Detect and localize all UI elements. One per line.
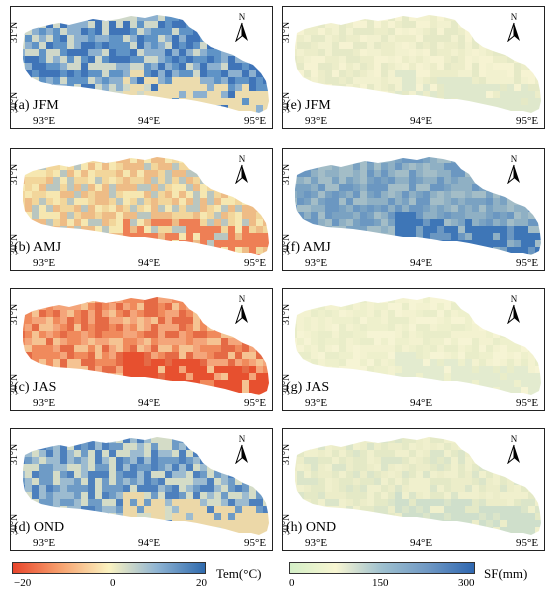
snowfall-colorbar bbox=[289, 562, 475, 574]
panel-label: (f) AMJ bbox=[286, 240, 331, 255]
x-tick-label: 95°E bbox=[516, 397, 539, 409]
x-tick-label: 95°E bbox=[244, 537, 267, 549]
map-panel-tem-ond: N 93°E 94°E 95°E (d) OND 31°N 30°N bbox=[10, 428, 273, 551]
panel-label: (d) OND bbox=[14, 520, 65, 535]
north-label: N bbox=[510, 12, 518, 22]
north-label: N bbox=[238, 154, 246, 164]
basin-map bbox=[23, 297, 269, 395]
basin-map bbox=[295, 437, 541, 535]
map-panel-tem-jfm: N 93°E 94°E 95°E (a) JFM 31°N 30°N bbox=[10, 6, 273, 129]
x-tick-label: 94°E bbox=[410, 537, 433, 549]
temperature-colorbar bbox=[12, 562, 206, 574]
x-tick-label: 93°E bbox=[33, 537, 56, 549]
panel-label: (c) JAS bbox=[14, 380, 57, 395]
north-label: N bbox=[510, 294, 518, 304]
y-tick-label-top: 31°N bbox=[10, 443, 20, 465]
y-tick-label-bottom: 30°N bbox=[282, 513, 292, 535]
panel-label: (h) OND bbox=[286, 520, 337, 535]
x-tick-label: 94°E bbox=[410, 115, 433, 127]
temperature-tick-max: 20 bbox=[196, 577, 207, 589]
x-tick-label: 93°E bbox=[33, 397, 56, 409]
map-panel-sf-amj: N 93°E 94°E 95°E (f) AMJ 31°N 30°N bbox=[282, 148, 545, 271]
north-label: N bbox=[238, 434, 246, 444]
north-arrow-icon: N bbox=[234, 435, 250, 465]
x-tick-label: 94°E bbox=[410, 397, 433, 409]
map-panel-sf-ond: N 93°E 94°E 95°E (h) OND 31°N 30°N bbox=[282, 428, 545, 551]
temperature-tick-mid: 0 bbox=[110, 577, 116, 589]
north-label: N bbox=[510, 434, 518, 444]
panel-label: (e) JFM bbox=[286, 98, 331, 113]
y-tick-label-bottom: 30°N bbox=[10, 513, 20, 535]
x-tick-label: 95°E bbox=[244, 115, 267, 127]
y-tick-label-bottom: 30°N bbox=[10, 91, 20, 113]
basin-map bbox=[295, 15, 541, 113]
north-label: N bbox=[510, 154, 518, 164]
x-tick-label: 93°E bbox=[33, 115, 56, 127]
x-tick-label: 93°E bbox=[305, 115, 328, 127]
north-arrow-icon: N bbox=[506, 435, 522, 465]
x-tick-label: 94°E bbox=[138, 397, 161, 409]
y-tick-label-top: 31°N bbox=[10, 21, 20, 43]
north-arrow-icon: N bbox=[506, 13, 522, 43]
map-panel-tem-amj: N 93°E 94°E 95°E (b) AMJ 31°N 30°N bbox=[10, 148, 273, 271]
basin-map bbox=[23, 157, 269, 255]
x-tick-label: 94°E bbox=[138, 257, 161, 269]
y-tick-label-top: 31°N bbox=[282, 21, 292, 43]
north-arrow-icon: N bbox=[234, 155, 250, 185]
x-tick-label: 94°E bbox=[138, 115, 161, 127]
x-tick-label: 93°E bbox=[33, 257, 56, 269]
panel-label: (b) AMJ bbox=[14, 240, 62, 255]
y-tick-label-top: 31°N bbox=[10, 303, 20, 325]
map-panel-sf-jfm: N 93°E 94°E 95°E (e) JFM 31°N 30°N bbox=[282, 6, 545, 129]
north-arrow-icon: N bbox=[234, 295, 250, 325]
north-arrow-icon: N bbox=[506, 295, 522, 325]
snowfall-tick-mid: 150 bbox=[372, 577, 389, 589]
y-tick-label-top: 31°N bbox=[282, 303, 292, 325]
y-tick-label-top: 31°N bbox=[282, 163, 292, 185]
x-tick-label: 93°E bbox=[305, 537, 328, 549]
temperature-tick-min: −20 bbox=[14, 577, 32, 589]
basin-map bbox=[23, 437, 269, 535]
north-arrow-icon: N bbox=[234, 13, 250, 43]
y-tick-label-top: 31°N bbox=[282, 443, 292, 465]
x-tick-label: 95°E bbox=[244, 397, 267, 409]
panel-label: (a) JFM bbox=[14, 98, 59, 113]
y-tick-label-bottom: 30°N bbox=[10, 233, 20, 255]
snowfall-legend-title: SF(mm) bbox=[484, 566, 528, 581]
x-tick-label: 95°E bbox=[516, 537, 539, 549]
y-tick-label-bottom: 30°N bbox=[282, 233, 292, 255]
basin-map bbox=[23, 15, 269, 113]
x-tick-label: 95°E bbox=[244, 257, 267, 269]
north-arrow-icon: N bbox=[506, 155, 522, 185]
y-tick-label-top: 31°N bbox=[10, 163, 20, 185]
x-tick-label: 94°E bbox=[138, 537, 161, 549]
x-tick-label: 95°E bbox=[516, 115, 539, 127]
y-tick-label-bottom: 30°N bbox=[282, 373, 292, 395]
map-panel-tem-jas: N 93°E 94°E 95°E (c) JAS 31°N 30°N bbox=[10, 288, 273, 411]
x-tick-label: 93°E bbox=[305, 397, 328, 409]
panel-label: (g) JAS bbox=[286, 380, 330, 395]
y-tick-label-bottom: 30°N bbox=[282, 91, 292, 113]
temperature-legend-title: Tem(°C) bbox=[216, 566, 262, 581]
x-tick-label: 93°E bbox=[305, 257, 328, 269]
snowfall-tick-min: 0 bbox=[289, 577, 295, 589]
map-panel-sf-jas: N 93°E 94°E 95°E (g) JAS 31°N 30°N bbox=[282, 288, 545, 411]
north-label: N bbox=[238, 294, 246, 304]
y-tick-label-bottom: 30°N bbox=[10, 373, 20, 395]
basin-map bbox=[295, 157, 541, 255]
x-tick-label: 95°E bbox=[516, 257, 539, 269]
snowfall-tick-max: 300 bbox=[458, 577, 475, 589]
north-label: N bbox=[238, 12, 246, 22]
x-tick-label: 94°E bbox=[410, 257, 433, 269]
